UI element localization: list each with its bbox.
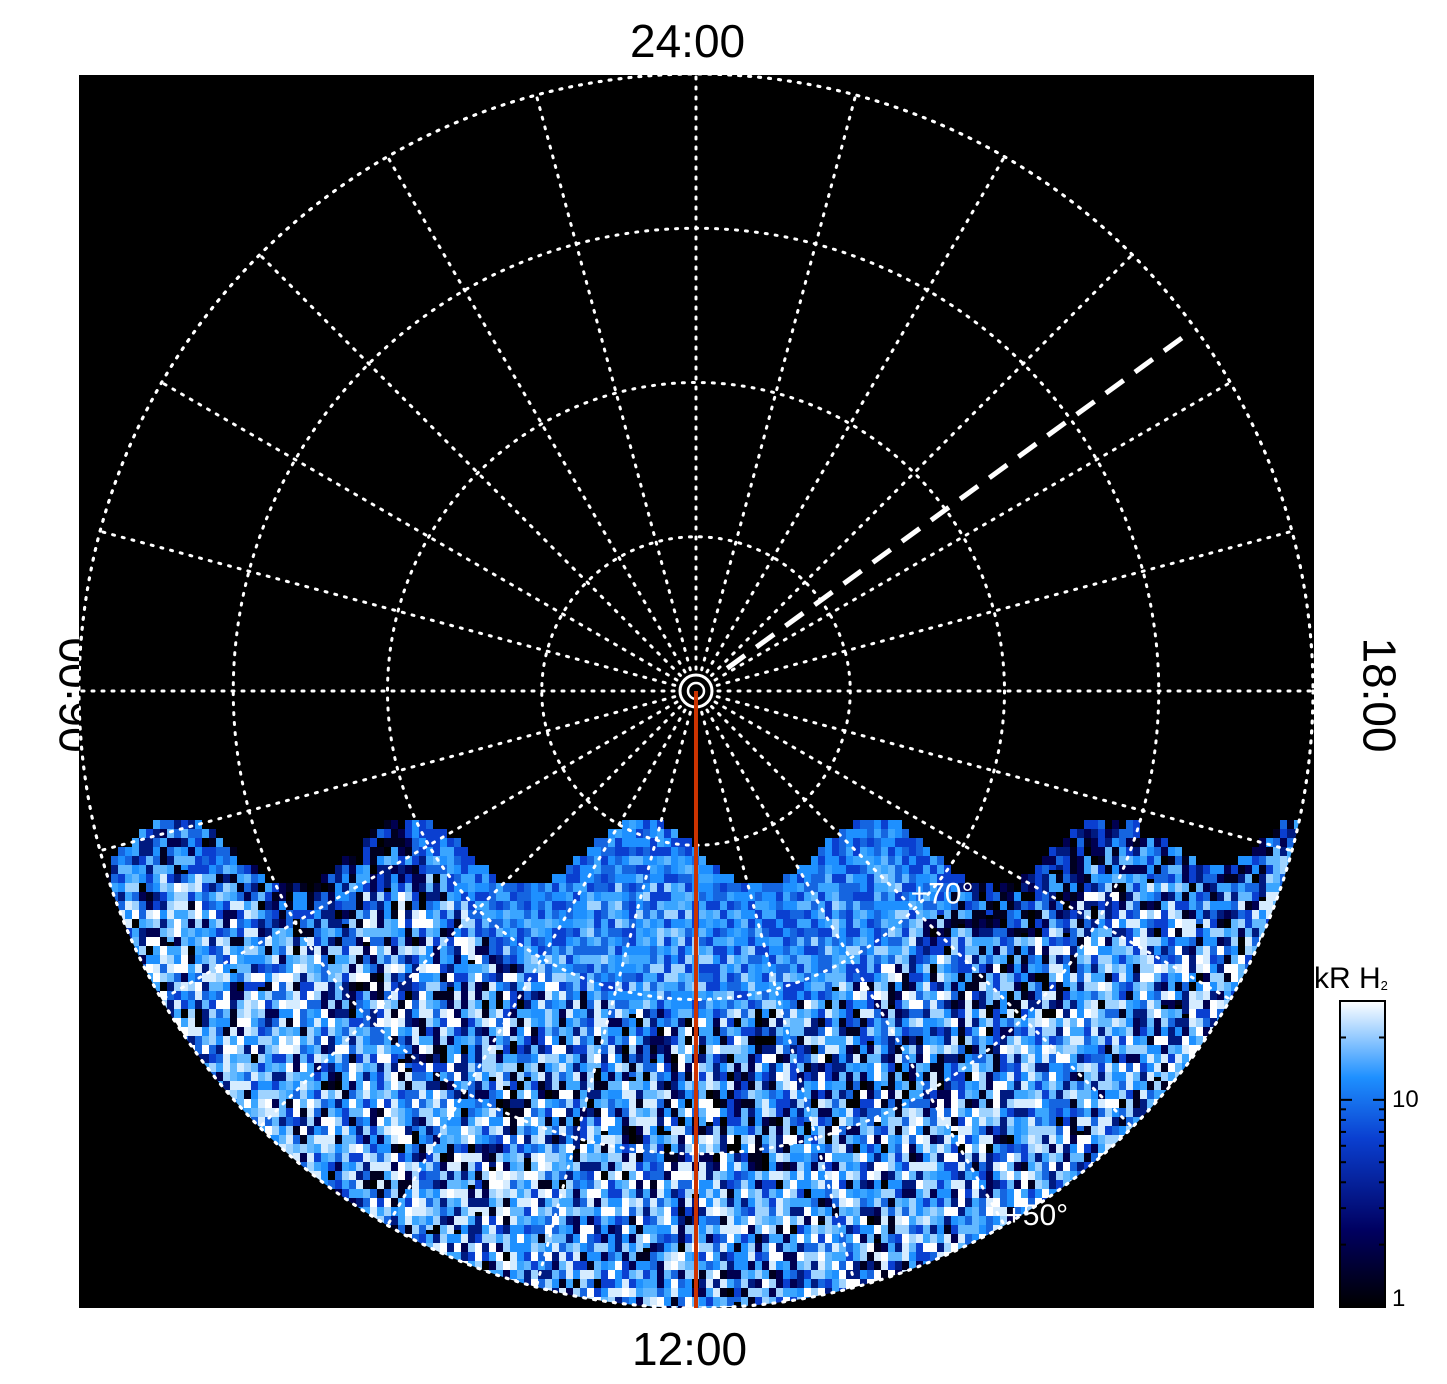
meridian-line <box>710 705 1134 1129</box>
meridian-line <box>534 93 692 672</box>
colorbar-title: kR H2 <box>1314 962 1388 996</box>
meridian-line <box>715 695 1294 853</box>
meridian-line <box>705 708 1006 1227</box>
meridian-line <box>258 705 682 1129</box>
colorbar-gradient <box>1339 1000 1386 1308</box>
latitude-ring-50 <box>79 75 1314 1308</box>
colorbar-title-subscript: 2 <box>1380 978 1388 993</box>
meridian-line <box>160 381 679 682</box>
latitude-ring-70 <box>386 381 1006 1001</box>
meridian-line <box>705 155 1006 674</box>
reference-lines <box>694 330 1191 1308</box>
meridian-line <box>715 529 1294 687</box>
dashed-meridian-line <box>725 330 1191 671</box>
colorbar-tick-10: 10 <box>1392 1086 1419 1113</box>
local-time-label-midnight: 24:00 <box>630 15 746 67</box>
meridian-line <box>386 155 687 674</box>
local-time-label-noon: 12:00 <box>632 1323 748 1375</box>
meridian-line <box>258 253 682 677</box>
colorbar-title-text: kR H <box>1314 962 1381 995</box>
meridian-line <box>160 700 679 1001</box>
colorbar-tick-1: 1 <box>1392 1285 1406 1312</box>
latitude-ring-labels: +70° +50° <box>911 877 1069 1231</box>
latitude-ring-label: +50° <box>1005 1199 1068 1232</box>
meridian-line <box>534 710 692 1289</box>
meridian-line <box>386 708 687 1227</box>
meridian-line <box>713 381 1232 682</box>
meridian-line <box>713 700 1232 1001</box>
meridian-line <box>98 529 677 687</box>
meridian-line <box>98 695 677 853</box>
latitude-ring-label: +70° <box>911 877 974 910</box>
meridian-line <box>710 253 1134 677</box>
meridian-line <box>700 93 858 672</box>
meridian-line <box>700 710 858 1289</box>
colorbar <box>1339 1000 1386 1308</box>
